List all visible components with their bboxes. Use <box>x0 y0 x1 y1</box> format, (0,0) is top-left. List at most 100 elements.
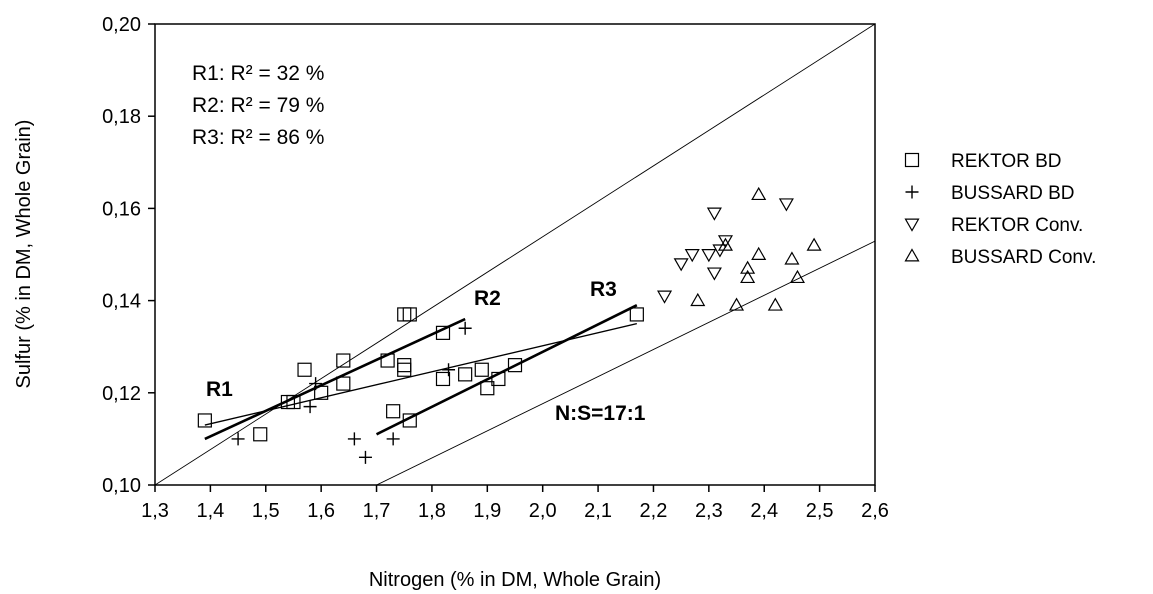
reference-line-ns-17-1 <box>376 240 875 485</box>
y-axis: 0,10 0,12 0,14 0,16 0,18 0,20 <box>102 14 155 497</box>
data-point <box>397 358 412 373</box>
x-tick-label: 2,6 <box>861 500 889 522</box>
y-axis-title: Sulfur (% in DM, Whole Grain) <box>13 120 35 389</box>
data-point <box>402 307 417 322</box>
data-point <box>789 269 805 284</box>
data-point <box>729 297 745 311</box>
x-tick-label: 1,6 <box>307 500 335 522</box>
data-point <box>197 413 212 428</box>
data-point <box>253 427 268 442</box>
legend-item: BUSSARD BD <box>905 183 1075 204</box>
data-point <box>690 292 706 307</box>
y-tick-label: 0,12 <box>102 383 141 405</box>
data-point <box>435 325 451 340</box>
y-tick-label: 0,10 <box>102 475 141 497</box>
data-point <box>474 362 489 377</box>
data-point <box>684 249 700 263</box>
data-point <box>706 267 722 281</box>
data-point <box>386 432 400 446</box>
legend-marker <box>905 185 919 199</box>
regression-line-r3 <box>375 304 638 436</box>
data-point <box>706 207 722 221</box>
x-axis-title: Nitrogen (% in DM, Whole Grain) <box>369 569 661 591</box>
x-tick-label: 2,2 <box>640 500 668 522</box>
data-point <box>309 377 323 391</box>
r2-annotation-r2: R2: R² = 79 % <box>192 94 324 117</box>
data-point <box>701 249 717 263</box>
x-tick-label: 2,4 <box>750 500 778 522</box>
x-tick-label: 2,5 <box>806 500 834 522</box>
data-point <box>629 307 644 322</box>
x-axis: 1,3 1,4 1,5 1,6 1,7 1,8 1,9 2,0 2,1 2,2 2,3 2,4 2,5 2… <box>141 485 889 522</box>
data-point <box>751 246 767 260</box>
data-point <box>491 371 506 387</box>
x-tick-label: 1,5 <box>252 500 280 522</box>
data-point <box>507 358 523 373</box>
series-bussard-bd <box>231 321 472 464</box>
regression-line-r2 <box>204 317 466 441</box>
legend-label: BUSSARD BD <box>951 183 1075 204</box>
data-point <box>740 260 756 274</box>
legend: REKTOR BD BUSSARD BD REKTOR Conv. BUSSARD C… <box>904 151 1096 268</box>
data-point <box>767 297 783 311</box>
legend-label: REKTOR Conv. <box>951 215 1083 236</box>
data-point <box>336 376 351 391</box>
legend-label: BUSSARD Conv. <box>951 247 1096 268</box>
y-tick-label: 0,20 <box>102 14 141 36</box>
data-point <box>286 394 301 410</box>
data-point <box>442 363 456 377</box>
data-point <box>314 385 329 400</box>
y-tick-label: 0,14 <box>102 291 141 313</box>
data-point <box>784 251 800 265</box>
data-point <box>397 362 412 377</box>
legend-label: REKTOR BD <box>951 151 1062 172</box>
legend-marker <box>904 152 920 168</box>
data-point <box>297 362 312 377</box>
data-point <box>347 432 361 446</box>
data-point <box>435 371 451 387</box>
data-point <box>397 307 412 322</box>
legend-item: BUSSARD Conv. <box>904 247 1096 268</box>
data-point <box>657 290 673 304</box>
x-tick-label: 1,8 <box>418 500 446 522</box>
x-tick-label: 1,7 <box>363 500 391 522</box>
series-rektor-bd <box>197 307 644 442</box>
x-tick-label: 1,4 <box>196 500 224 522</box>
legend-item: REKTOR BD <box>904 151 1062 172</box>
y-tick-label: 0,18 <box>102 106 141 128</box>
data-point <box>806 237 822 251</box>
data-point <box>778 198 794 212</box>
x-tick-label: 2,1 <box>584 500 612 522</box>
data-point <box>358 450 372 464</box>
data-point <box>673 258 689 272</box>
data-point <box>303 400 317 414</box>
data-point <box>717 235 733 249</box>
regression-label-r3: R3 <box>590 278 617 301</box>
data-point <box>386 404 401 419</box>
ns-ratio-label: N:S=17:1 <box>555 402 646 425</box>
data-point <box>336 353 351 368</box>
data-point <box>380 353 395 368</box>
legend-marker <box>904 218 920 232</box>
data-point <box>740 269 756 284</box>
data-point <box>751 186 767 201</box>
plot-frame <box>154 23 876 486</box>
regression-label-r1: R1 <box>206 378 233 401</box>
data-point <box>231 432 245 446</box>
r2-annotation-r1: R1: R² = 32 % <box>192 62 324 85</box>
data-point <box>480 381 495 396</box>
y-tick-label: 0,16 <box>102 198 141 220</box>
data-point <box>402 413 417 428</box>
data-point <box>458 367 473 382</box>
data-point <box>458 321 472 335</box>
legend-marker <box>904 248 920 262</box>
x-tick-label: 2,3 <box>695 500 723 522</box>
legend-item: REKTOR Conv. <box>904 215 1083 236</box>
x-tick-label: 1,3 <box>141 500 169 522</box>
series-bussard-conv <box>690 186 822 311</box>
x-tick-label: 2,0 <box>529 500 557 522</box>
data-point <box>717 237 733 251</box>
r2-annotation-r3: R3: R² = 86 % <box>192 126 324 149</box>
x-tick-label: 1,9 <box>473 500 501 522</box>
